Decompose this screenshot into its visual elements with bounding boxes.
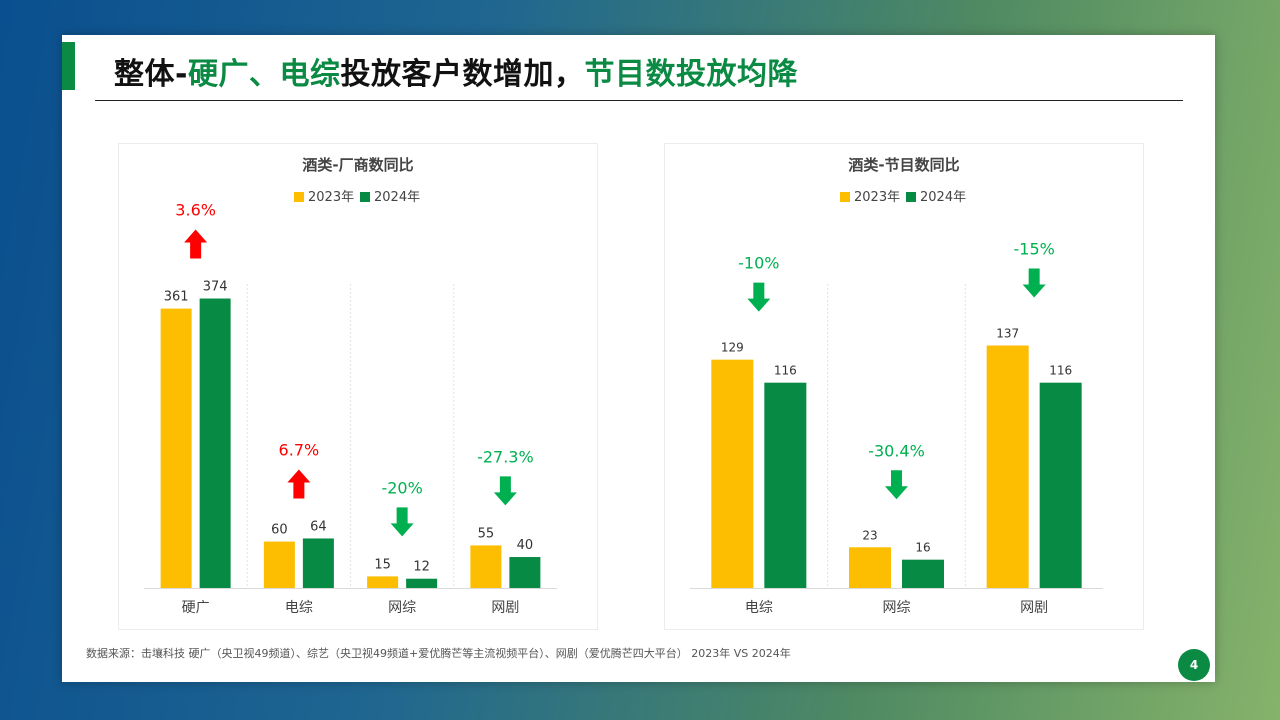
title-divider [95, 100, 1183, 101]
data-label-2024: 12 [413, 560, 430, 575]
data-label-2024: 16 [915, 541, 930, 555]
legend-label-2024: 2024年 [374, 190, 420, 205]
bar-2024 [1039, 382, 1082, 588]
data-label-2024: 116 [774, 364, 797, 378]
bar-2024 [406, 578, 438, 588]
bar-2023 [711, 359, 754, 588]
x-tick-label: 电综 [285, 600, 313, 616]
chart-title: 酒类-节目数同比 [848, 156, 959, 174]
up-arrow-icon [287, 469, 311, 499]
legend-label-2023: 2023年 [308, 190, 354, 205]
data-label-2023: 55 [478, 526, 495, 541]
legend-label-2024: 2024年 [920, 190, 966, 205]
yoy-change-label: 3.6% [175, 201, 216, 220]
slide: 整体-硬广、电综投放客户数增加，节目数投放均降 酒类-厂商数同比 2023年 202… [62, 35, 1215, 682]
chart-title: 酒类-厂商数同比 [302, 156, 413, 174]
data-label-2023: 129 [721, 341, 744, 355]
up-arrow-icon [184, 229, 208, 259]
legend-swatch-2023 [840, 192, 850, 202]
chart-advertisers-svg: 酒类-厂商数同比 2023年 2024年 361 374 硬广 3.6% 60 64 电综 6.7%… [144, 156, 557, 616]
bar-2024 [199, 298, 231, 588]
bar-2024 [902, 559, 944, 588]
data-label-2023: 15 [374, 557, 391, 572]
data-label-2024: 64 [310, 519, 327, 534]
data-label-2023: 60 [271, 523, 288, 538]
title-part-1: 整体- [114, 57, 188, 92]
legend-label-2023: 2023年 [854, 190, 900, 205]
title-part-2: 硬广、电综 [187, 57, 341, 92]
chart-programs-svg: 酒类-节目数同比 2023年 2024年 129 116 电综 -10% 23 16 网综 -30.… [690, 156, 1103, 616]
chart-programs: 酒类-节目数同比 2023年 2024年 129 116 电综 -10% 23 16 网综 -30.… [664, 143, 1144, 630]
down-arrow-icon [493, 476, 517, 506]
page-title: 整体-硬广、电综投放客户数增加，节目数投放均降 [114, 49, 798, 93]
bar-2024 [764, 382, 807, 588]
x-tick-label: 网剧 [1020, 600, 1048, 616]
yoy-change-label: -10% [738, 254, 779, 273]
data-label-2023: 361 [164, 290, 189, 305]
data-label-2024: 40 [517, 538, 534, 553]
bar-2023 [470, 545, 502, 588]
title-accent-bar [62, 42, 75, 90]
bar-2023 [849, 547, 891, 588]
down-arrow-icon [1022, 268, 1046, 298]
legend-swatch-2024 [360, 192, 370, 202]
legend-swatch-2023 [294, 192, 304, 202]
data-label-2024: 116 [1049, 364, 1072, 378]
bar-2024 [509, 557, 541, 588]
title-part-4: 节目数投放均降 [584, 57, 798, 92]
data-label-2023: 23 [862, 528, 877, 542]
yoy-change-label: -20% [381, 478, 422, 497]
data-label-2024: 374 [203, 280, 228, 295]
x-tick-label: 网综 [883, 600, 911, 616]
yoy-change-label: -27.3% [477, 447, 534, 466]
down-arrow-icon [747, 282, 771, 312]
bar-2023 [263, 541, 295, 588]
down-arrow-icon [390, 507, 414, 537]
bar-2024 [302, 538, 334, 588]
x-tick-label: 硬广 [182, 600, 210, 616]
title-part-3: 投放客户数增加， [340, 57, 585, 92]
bar-2023 [367, 576, 399, 588]
x-tick-label: 网综 [388, 600, 416, 616]
yoy-change-label: -30.4% [868, 441, 925, 460]
yoy-change-label: -15% [1013, 240, 1054, 259]
data-source-note: 数据来源：击壤科技 硬广（央卫视49频道）、综艺（央卫视49频道+爱优腾芒等主流… [86, 647, 791, 660]
page-number-badge: 4 [1178, 649, 1210, 681]
yoy-change-label: 6.7% [279, 440, 320, 459]
bar-2023 [160, 308, 192, 588]
legend-swatch-2024 [906, 192, 916, 202]
bar-2023 [986, 345, 1029, 588]
x-tick-label: 电综 [745, 600, 773, 616]
chart-advertisers: 酒类-厂商数同比 2023年 2024年 361 374 硬广 3.6% 60 64 电综 6.7%… [118, 143, 598, 630]
data-label-2023: 137 [996, 327, 1019, 341]
down-arrow-icon [885, 470, 908, 500]
x-tick-label: 网剧 [491, 600, 519, 616]
